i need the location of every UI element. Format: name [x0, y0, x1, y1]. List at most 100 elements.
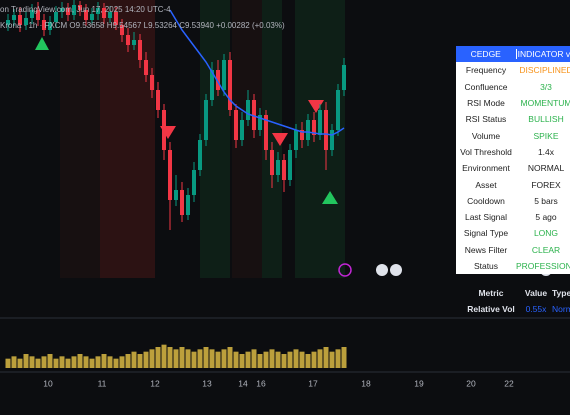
volume-bar: [155, 347, 161, 368]
volume-bar: [185, 349, 191, 368]
cell: 3/3: [540, 81, 552, 92]
moving-average: [169, 9, 345, 136]
candle-body: [108, 12, 112, 18]
flag-icon[interactable]: [376, 264, 388, 276]
candle-body: [282, 160, 286, 180]
candle-body: [330, 130, 334, 150]
candle-body: [192, 170, 196, 195]
volume-bar: [299, 351, 305, 368]
candle-body: [258, 115, 262, 130]
candle-body: [30, 10, 34, 18]
candle-body: [168, 150, 172, 200]
cell: Cooldown: [467, 195, 505, 206]
event-icon[interactable]: [338, 263, 352, 277]
sell-signal: [308, 100, 324, 113]
volume-bar: [233, 351, 239, 368]
volume-bar: [35, 358, 41, 368]
volume-bar: [53, 358, 59, 368]
header-cell: CEDGE: [456, 49, 517, 60]
candle-body: [36, 10, 40, 20]
cell: News Filter: [464, 244, 508, 255]
candle-body: [120, 25, 124, 35]
volume-bar: [293, 349, 299, 368]
volume-bar: [263, 351, 269, 368]
x-tick-label: 18: [361, 378, 371, 388]
candle-body: [210, 70, 214, 100]
candle-body: [150, 75, 154, 90]
cell: NORMAL: [527, 163, 565, 174]
volume-bar: [23, 354, 29, 368]
volume-bar: [245, 351, 251, 368]
candle-body: [294, 130, 298, 150]
cell: Relative Vol: [467, 304, 515, 314]
volume-bar: [29, 356, 35, 368]
x-tick-label: 17: [308, 378, 318, 388]
candle-body: [300, 130, 304, 140]
cell: DISCIPLINED: [519, 65, 570, 76]
volume-bar: [65, 358, 71, 368]
cell: RSI Status: [465, 114, 507, 125]
candle-body: [264, 115, 268, 150]
volume-bar: [77, 354, 83, 368]
candle-body: [306, 120, 310, 140]
x-tick-label: 16: [256, 378, 266, 388]
candle-body: [228, 60, 232, 110]
symbol-legend: Krona · 1h · FXCM O9.53658 H9.54567 L9.5…: [0, 21, 285, 30]
volume-bar: [251, 349, 257, 368]
volume-bar: [161, 344, 167, 368]
candle-body: [72, 5, 76, 15]
candle-body: [288, 150, 292, 180]
candle-body: [126, 35, 130, 45]
x-tick-label: 10: [43, 378, 53, 388]
candle-body: [270, 150, 274, 175]
x-tick-label: 12: [150, 378, 160, 388]
volume-bar: [137, 354, 143, 368]
cell: Confluence: [464, 81, 508, 92]
header-cell: Value: [524, 288, 548, 298]
cell: PROFESSIONAL: [516, 261, 570, 271]
candle-body: [144, 60, 148, 75]
candle-body: [324, 110, 328, 150]
candle-body: [180, 190, 184, 215]
volume-bar: [209, 349, 215, 368]
flag-icon[interactable]: [390, 264, 402, 276]
candle-body: [276, 160, 280, 175]
cell: Asset: [475, 179, 497, 190]
volume-bar: [71, 356, 77, 368]
volume-bar: [131, 351, 137, 368]
volume-bar: [107, 356, 113, 368]
cell: 0.55x: [525, 304, 547, 314]
volume-bar: [83, 356, 89, 368]
cell: Status: [473, 261, 499, 271]
volume-bar: [149, 349, 155, 368]
volume-bar: [227, 347, 233, 368]
candle-body: [138, 40, 142, 60]
volume-bar: [143, 351, 149, 368]
cell: FOREX: [531, 179, 561, 190]
cell: Volume: [471, 130, 501, 141]
sell-signal: [272, 133, 288, 146]
volume-bar: [197, 349, 203, 368]
bull-zone: [262, 0, 282, 278]
candle-body: [114, 12, 118, 25]
volume-bar: [47, 354, 53, 368]
candle-body: [240, 120, 244, 140]
volume-bar: [89, 358, 95, 368]
volume-bar: [257, 354, 263, 368]
volume-bar: [323, 347, 329, 368]
header-cell: INDICATOR v1: [517, 49, 570, 60]
candle-body: [78, 5, 82, 10]
header-cell: Type: [552, 288, 570, 298]
volume-bar: [167, 347, 173, 368]
candle-body: [66, 8, 70, 15]
candle-body: [186, 195, 190, 215]
volume-bar: [335, 349, 341, 368]
x-tick-label: 13: [202, 378, 212, 388]
volume-bar: [95, 356, 101, 368]
volume-bar: [5, 358, 11, 368]
cell: 1.4x: [537, 146, 555, 157]
header-cell: Metric: [478, 288, 504, 298]
x-tick-label: 22: [504, 378, 514, 388]
